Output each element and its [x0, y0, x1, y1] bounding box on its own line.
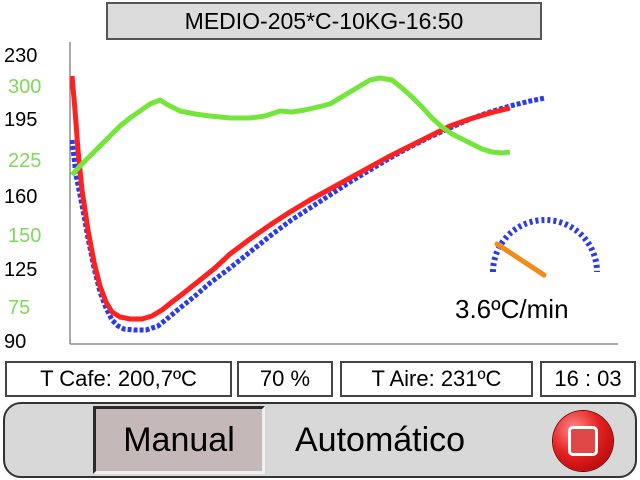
- stop-button[interactable]: [553, 411, 613, 471]
- stop-icon: [568, 426, 598, 456]
- power-readout: 70 %: [237, 361, 333, 397]
- left-tick: 195: [4, 109, 37, 131]
- rate-of-rise-value: 3.6ºC/min: [455, 294, 569, 324]
- right-tick: 300: [8, 76, 41, 98]
- left-tick: 160: [4, 186, 37, 208]
- profile-title: MEDIO-205*C-10KG-16:50: [106, 2, 542, 40]
- right-tick: 225: [8, 150, 41, 172]
- elapsed-time-readout: 16 : 03: [540, 361, 636, 397]
- coffee-temp-readout: T Cafe: 200,7ºC: [5, 361, 232, 397]
- gauge-needle: [494, 241, 547, 278]
- control-bar: Manual Automático: [3, 402, 637, 478]
- left-tick: 125: [4, 259, 37, 281]
- air-temp-curve: [70, 75, 511, 177]
- coffee-temp-curve: [69, 75, 511, 322]
- manual-button[interactable]: Manual: [93, 406, 265, 474]
- status-row: T Cafe: 200,7ºC 70 % T Aire: 231ºC 16 : …: [0, 358, 640, 400]
- automatic-mode-button[interactable]: Automático: [295, 420, 466, 459]
- left-tick: 230: [4, 45, 37, 67]
- rate-gauge: [490, 217, 600, 278]
- right-tick: 75: [8, 297, 30, 319]
- left-tick: 90: [4, 331, 26, 353]
- roast-chart: 230 195 160 125 90 300 225 150 75: [4, 42, 618, 353]
- gauge-dial: [490, 217, 600, 273]
- right-tick: 150: [8, 225, 41, 247]
- air-temp-readout: T Aire: 231ºC: [340, 361, 533, 397]
